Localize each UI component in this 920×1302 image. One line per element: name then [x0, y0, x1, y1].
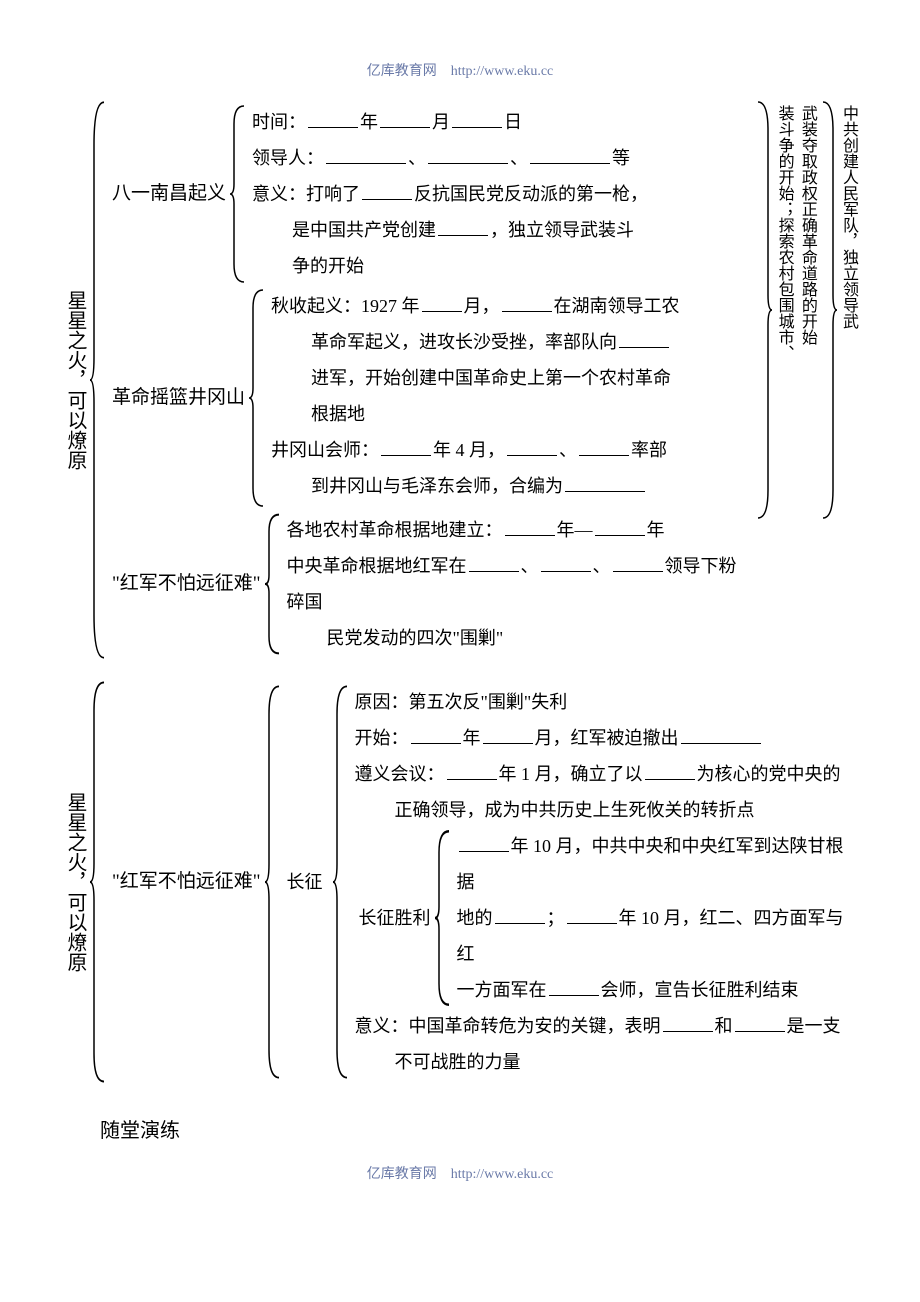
- blank: [308, 110, 358, 128]
- exercise-heading: 随堂演练: [60, 1114, 860, 1143]
- line: 原因：第五次反"围剿"失利: [355, 684, 860, 720]
- brace-jinggangshan: [249, 288, 267, 508]
- blank: [541, 554, 591, 572]
- label-hongjun-1: "红军不怕远征难": [108, 512, 265, 656]
- page-footer: 亿库教育网 http://www.eku.cc: [60, 1163, 860, 1183]
- line: 地的；年 10 月，红二、四方面军与红: [457, 900, 860, 972]
- blank: [326, 146, 406, 164]
- blank: [505, 518, 555, 536]
- label-hongjun-2: "红军不怕远征难": [108, 684, 265, 1080]
- blank: [549, 978, 599, 996]
- line: 年 10 月，中共中央和中央红军到达陕甘根据: [457, 828, 860, 900]
- line: 井冈山会师：年 4 月，、率部: [271, 432, 754, 468]
- line: 意义：中国革命转危为安的关键，表明和是一支: [355, 1008, 860, 1044]
- line: 一方面军在会师，宣告长征胜利结束: [457, 972, 860, 1008]
- line: 领导人：、、等: [252, 140, 754, 176]
- brace-hongjun-2: [265, 684, 283, 1080]
- content-col-1: 八一南昌起义 时间：年月日 领导人：、、等 意义：打响了反抗国民党反动派的第一枪…: [108, 100, 754, 660]
- label-jinggangshan: 革命摇篮井冈山: [108, 288, 249, 508]
- content-victory: 年 10 月，中共中央和中央红军到达陕甘根据 地的；年 10 月，红二、四方面军…: [453, 828, 860, 1008]
- right-note-col3: 中共创建人民军队，独立领导武: [837, 100, 860, 520]
- blank: [681, 726, 761, 744]
- brace-nanchang: [230, 104, 248, 284]
- content-col-2: "红军不怕远征难" 长征 原因：第五次反"围剿"失利 开始：年月，红军被迫撤出: [108, 680, 860, 1084]
- brace-hongjun-1: [265, 512, 283, 656]
- line: 正确领导，成为中共历史上生死攸关的转折点: [355, 792, 860, 828]
- line: 争的开始: [252, 248, 754, 284]
- blank: [735, 1014, 785, 1032]
- blank: [422, 294, 462, 312]
- line: 到井冈山与毛泽东会师，合编为: [271, 468, 754, 504]
- line: 根据地: [271, 396, 754, 432]
- section-hongjun-1: "红军不怕远征难" 各地农村革命根据地建立：年—年 中央革命根据地红军在、、领导…: [108, 512, 754, 656]
- content-jinggangshan: 秋收起义：1927 年月，在湖南领导工农 革命军起义，进攻长沙受挫，率部队向 进…: [267, 288, 754, 508]
- blank: [613, 554, 663, 572]
- blank: [411, 726, 461, 744]
- content-hongjun-1: 各地农村革命根据地建立：年—年 中央革命根据地红军在、、领导下粉碎国 民党发动的…: [283, 512, 755, 656]
- site-name: 亿库教育网: [367, 64, 437, 79]
- line: 开始：年月，红军被迫撤出: [355, 720, 860, 756]
- blank: [645, 762, 695, 780]
- blank: [380, 110, 430, 128]
- right-note: 装斗争的开始；探索农村包围城市、 武装夺取政权正确革命道路的开始 中共创建人民军…: [754, 100, 860, 520]
- blank: [428, 146, 508, 164]
- brace-right-close: [754, 100, 772, 520]
- line: 各地农村革命根据地建立：年—年: [287, 512, 755, 548]
- line: 时间：年月日: [252, 104, 754, 140]
- content-nanchang: 时间：年月日 领导人：、、等 意义：打响了反抗国民党反动派的第一枪， 是中国共产…: [248, 104, 754, 284]
- blank: [530, 146, 610, 164]
- line: 不可战胜的力量: [355, 1044, 860, 1080]
- site-url: http://www.eku.cc: [451, 64, 554, 79]
- right-note-col2: 武装夺取政权正确革命道路的开始: [796, 100, 819, 520]
- blank: [447, 762, 497, 780]
- blank: [507, 438, 557, 456]
- brace-right-close2: [819, 100, 837, 520]
- line: 革命军起义，进攻长沙受挫，率部队向: [271, 324, 754, 360]
- label-victory: 长征胜利: [355, 828, 435, 1008]
- section-hongjun-2: "红军不怕远征难" 长征 原因：第五次反"围剿"失利 开始：年月，红军被迫撤出: [108, 684, 860, 1080]
- section-nanchang: 八一南昌起义 时间：年月日 领导人：、、等 意义：打响了反抗国民党反动派的第一枪…: [108, 104, 754, 284]
- blank: [502, 294, 552, 312]
- line: 遵义会议：年 1 月，确立了以为核心的党中央的: [355, 756, 860, 792]
- page-header: 亿库教育网 http://www.eku.cc: [60, 60, 860, 80]
- brace-changzheng: [333, 684, 351, 1080]
- line: 进军，开始创建中国革命史上第一个农村革命: [271, 360, 754, 396]
- brace-main-2: [90, 680, 108, 1084]
- label-nanchang: 八一南昌起义: [108, 104, 230, 284]
- line: 中央革命根据地红军在、、领导下粉碎国: [287, 548, 755, 620]
- brace-victory: [435, 828, 453, 1008]
- content-changzheng: 原因：第五次反"围剿"失利 开始：年月，红军被迫撤出 遵义会议：年 1 月，确立…: [351, 684, 860, 1080]
- blank: [565, 474, 645, 492]
- victory-row: 长征胜利 年 10 月，中共中央和中央红军到达陕甘根据 地的；年 10 月，红二…: [355, 828, 860, 1008]
- blank: [495, 906, 545, 924]
- site-name-footer: 亿库教育网: [367, 1167, 437, 1182]
- blank: [469, 554, 519, 572]
- blank: [595, 518, 645, 536]
- outline-2: 星星之火，可以燎原 "红军不怕远征难" 长征 原因：第五次反"围剿"失利: [60, 680, 860, 1084]
- blank: [483, 726, 533, 744]
- blank: [579, 438, 629, 456]
- main-title-1: 星星之火，可以燎原: [60, 100, 90, 660]
- blank: [567, 906, 617, 924]
- line: 秋收起义：1927 年月，在湖南领导工农: [271, 288, 754, 324]
- blank: [619, 330, 669, 348]
- outline-1: 星星之火，可以燎原 八一南昌起义 时间：年月日 领导人：、、等: [60, 100, 860, 660]
- blank: [663, 1014, 713, 1032]
- brace-main-1: [90, 100, 108, 660]
- blank: [452, 110, 502, 128]
- line: 是中国共产党创建，独立领导武装斗: [252, 212, 754, 248]
- line: 民党发动的四次"围剿": [287, 620, 755, 656]
- main-title-2: 星星之火，可以燎原: [60, 680, 90, 1084]
- section-jinggangshan: 革命摇篮井冈山 秋收起义：1927 年月，在湖南领导工农 革命军起义，进攻长沙受…: [108, 288, 754, 508]
- blank: [438, 218, 488, 236]
- line: 意义：打响了反抗国民党反动派的第一枪，: [252, 176, 754, 212]
- label-changzheng: 长征: [283, 684, 333, 1080]
- right-note-col1: 装斗争的开始；探索农村包围城市、: [772, 100, 795, 520]
- blank: [381, 438, 431, 456]
- blank: [362, 182, 412, 200]
- site-url-footer: http://www.eku.cc: [451, 1167, 554, 1182]
- blank: [459, 834, 509, 852]
